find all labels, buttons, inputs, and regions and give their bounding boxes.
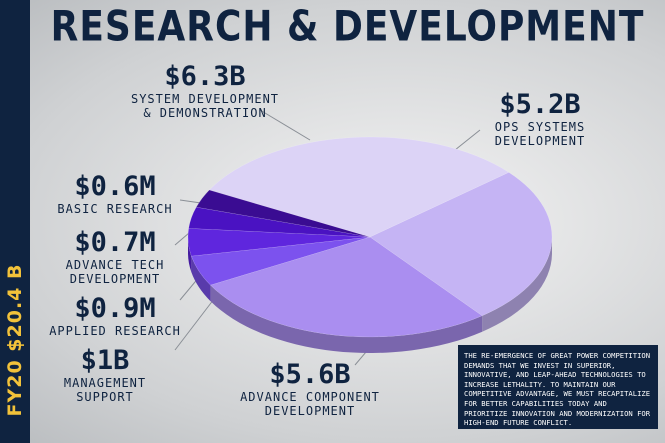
value-label: $6.3B [164,61,246,92]
pie-side [482,237,552,332]
pie-side [210,285,483,354]
value-label: $5.2B [499,89,581,120]
pie-side [191,256,211,302]
pie-slice [188,206,371,238]
pie-slice [209,236,483,338]
pie-slice [195,189,371,238]
slice-label: $6.3B SYSTEM DEVELOPMENT & DEMONSTRATION [130,61,280,121]
category-label: ADVANCE COMPONENT DEVELOPMENT [240,390,380,418]
value-label: $0.7M [74,227,156,258]
pie-slice [208,136,510,238]
slice-label: $0.6M BASIC RESEARCH [40,171,190,217]
leader-line [259,109,311,141]
pie-side [188,237,192,273]
slice-label: $0.7M ADVANCE TECH DEVELOPMENT [40,227,190,287]
value-label: $0.9M [74,293,156,324]
pie-slice [369,172,553,317]
value-label: $0.6M [74,171,156,202]
pie-slice [187,228,371,257]
value-label: $1B [80,345,130,376]
category-label: MANAGEMENT SUPPORT [63,376,147,404]
category-label: SYSTEM DEVELOPMENT & DEMONSTRATION [130,92,280,120]
chart-title: RESEARCH & DEVELOPMENT [50,2,645,52]
pie-slice [191,236,371,286]
category-label: ADVANCE TECH DEVELOPMENT [65,258,165,286]
category-label: APPLIED RESEARCH [49,324,181,338]
category-label: BASIC RESEARCH [57,202,173,216]
value-label: $5.6B [269,359,351,390]
slice-label: $0.9M APPLIED RESEARCH [40,293,190,339]
slice-label: $5.6B ADVANCE COMPONENT DEVELOPMENT [235,359,385,419]
category-label: OPS SYSTEMS DEVELOPMENT [494,120,586,148]
slice-label: $5.2B OPS SYSTEMS DEVELOPMENT [470,89,610,149]
slice-label: $1B MANAGEMENT SUPPORT [40,345,170,405]
sidebar: FY20 $20.4 B [0,0,30,443]
note: THE RE-EMERGENCE OF GREAT POWER COMPETIT… [458,345,658,429]
